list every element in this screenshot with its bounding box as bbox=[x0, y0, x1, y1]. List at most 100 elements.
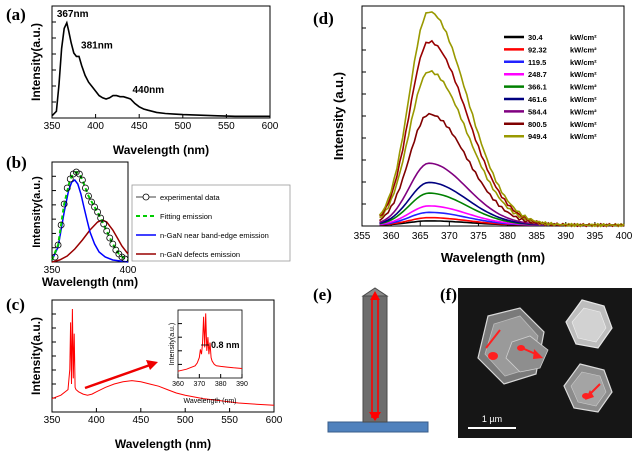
series-line-n-gan-defects-emission bbox=[51, 219, 129, 263]
plot-frame-a bbox=[51, 5, 271, 119]
series-line-n-gan-near-band-edge-emission bbox=[51, 178, 129, 263]
legend-value-461.6: 461.6 bbox=[528, 95, 547, 104]
legend-value-949.4: 949.4 bbox=[528, 132, 548, 141]
hex-crystal-1b bbox=[505, 335, 549, 373]
x-tick-d-label: 365 bbox=[412, 231, 429, 242]
panel-label-d: (d) bbox=[313, 9, 334, 28]
panel-b: (b) 350 400 Wavelength (nm) Intensity(a.u… bbox=[6, 153, 291, 289]
arrow-head-down bbox=[369, 412, 381, 421]
legend-label-fitting: Fitting emission bbox=[160, 212, 212, 221]
legend-entry-experimental: experimental data bbox=[136, 193, 220, 202]
legend-unit-248.7: kW/cm² bbox=[570, 70, 597, 79]
legend-marker-experimental bbox=[142, 193, 150, 201]
x-axis-label-b: Wavelength (nm) bbox=[42, 275, 138, 289]
x-tick-d-label: 400 bbox=[616, 231, 633, 242]
legend-box-b bbox=[131, 184, 291, 262]
legend-value-584.4: 584.4 bbox=[528, 107, 548, 116]
legend-value-366.1: 366.1 bbox=[528, 83, 547, 92]
data-point-experimental-data bbox=[106, 234, 114, 242]
x-axis-label-inset: Wavelength (nm) bbox=[183, 398, 236, 405]
legend-value-30.4: 30.4 bbox=[528, 33, 543, 42]
legend-label-experimental: experimental data bbox=[160, 193, 220, 202]
plot-frame-b bbox=[51, 161, 129, 263]
x-tick-a-label: 600 bbox=[262, 121, 279, 132]
arrow-head-up bbox=[370, 291, 380, 300]
y-axis-label-inset: Intensity(a.u.) bbox=[169, 323, 176, 365]
spectrum-line-c bbox=[51, 308, 275, 406]
data-point-experimental-data bbox=[82, 184, 89, 192]
panel-label-c: (c) bbox=[6, 295, 25, 314]
series-line-584.4 bbox=[379, 162, 624, 226]
legend-unit-461.6: kW/cm² bbox=[570, 95, 597, 104]
legend-value-119.5: 119.5 bbox=[528, 58, 546, 67]
x-tick-inset-label: 360 bbox=[172, 381, 184, 388]
data-point-experimental-data bbox=[63, 184, 71, 192]
x-tick-d-label: 385 bbox=[528, 231, 545, 242]
sem-arrow-1 bbox=[485, 329, 501, 349]
y-axis-label-c: Intensity(a.u.) bbox=[29, 317, 43, 395]
x-ticks-d: 355 360 365 370 375 380 385 390 395 400 bbox=[354, 27, 633, 242]
peak-annotation-440: 440nm bbox=[132, 85, 164, 96]
data-point-experimental-data bbox=[66, 175, 74, 183]
data-point-experimental-data bbox=[60, 200, 68, 208]
series-line-fitting-emission bbox=[51, 170, 129, 261]
sem-arrow-2-head bbox=[533, 349, 543, 359]
y-axis-label-b: Intensity(a.u.) bbox=[31, 176, 43, 248]
x-tick-d-label: 360 bbox=[383, 231, 400, 242]
legend-value-248.7: 248.7 bbox=[528, 70, 547, 79]
x-tick-a-label: 350 bbox=[44, 121, 61, 132]
data-point-experimental-data bbox=[97, 214, 105, 222]
data-point-experimental-data bbox=[109, 240, 117, 248]
x-tick-d-label: 375 bbox=[470, 231, 487, 242]
x-tick-c-label: 600 bbox=[266, 415, 283, 426]
x-tick-inset-label: 390 bbox=[236, 381, 248, 388]
legend-unit-119.5: kW/cm² bbox=[570, 58, 597, 67]
x-axis-label-c: Wavelength (nm) bbox=[115, 437, 211, 451]
panel-label-f: (f) bbox=[440, 285, 457, 304]
x-tick-inset-label: 380 bbox=[215, 381, 227, 388]
legend-unit-584.4: kW/cm² bbox=[570, 107, 597, 116]
x-tick-b-label: 400 bbox=[120, 265, 137, 276]
x-tick-c-label: 500 bbox=[177, 415, 194, 426]
x-tick-d-label: 390 bbox=[557, 231, 574, 242]
x-tick-a-label: 450 bbox=[131, 121, 148, 132]
data-point-experimental-data bbox=[112, 246, 120, 254]
x-tick-a-label: 550 bbox=[218, 121, 235, 132]
peak-annotation-381: 381nm bbox=[81, 40, 113, 51]
series-group-b bbox=[51, 168, 129, 263]
emission-spot-1 bbox=[488, 352, 498, 360]
panel-a: (a) 350 400 450 500 550 600 367nm 381nm 440nm… bbox=[6, 5, 279, 157]
sem-arrow-3-head bbox=[585, 390, 594, 400]
data-point-experimental-data bbox=[100, 220, 108, 228]
x-tick-a-label: 400 bbox=[87, 121, 104, 132]
x-axis-label-a: Wavelength (nm) bbox=[113, 143, 209, 157]
panel-label-a: (a) bbox=[6, 5, 26, 24]
data-point-experimental-data bbox=[85, 192, 92, 200]
hex-crystal-2-facet bbox=[571, 307, 607, 343]
x-ticks-a: 350 400 450 500 550 600 bbox=[44, 21, 279, 132]
x-tick-b-label: 350 bbox=[44, 265, 61, 276]
x-tick-c-label: 350 bbox=[44, 415, 61, 426]
y-axis-label-a: Intensity(a.u.) bbox=[29, 23, 43, 101]
x-tick-d-label: 380 bbox=[499, 231, 516, 242]
legend-value-800.5: 800.5 bbox=[528, 120, 547, 129]
peak-annotation-367: 367nm bbox=[57, 9, 89, 20]
panel-c: (c) 350 400 450 500 550 600 360 370 380 390 0.8 … bbox=[6, 295, 283, 451]
nanowire-body bbox=[362, 295, 388, 423]
legend-d: 30.4 kW/cm² 92.32 kW/cm² 119.5 kW/cm² 248.7 kW/… bbox=[504, 33, 597, 141]
legend-label-band-edge: n-GaN near band-edge emission bbox=[160, 231, 269, 240]
panel-f: (f) 1 µm bbox=[440, 285, 632, 438]
legend-unit-366.1: kW/cm² bbox=[570, 83, 597, 92]
x-tick-c-label: 400 bbox=[88, 415, 105, 426]
data-point-experimental-data bbox=[51, 253, 59, 261]
data-point-experimental-data bbox=[79, 176, 86, 184]
x-tick-c-label: 550 bbox=[221, 415, 238, 426]
x-tick-d-label: 395 bbox=[587, 231, 604, 242]
x-tick-a-label: 500 bbox=[174, 121, 191, 132]
spectrum-line-a bbox=[51, 20, 270, 118]
series-group-d bbox=[378, 11, 625, 228]
legend-unit-949.4: kW/cm² bbox=[570, 132, 597, 141]
series-line-800.5 bbox=[379, 112, 625, 228]
x-tick-inset-label: 370 bbox=[193, 381, 205, 388]
